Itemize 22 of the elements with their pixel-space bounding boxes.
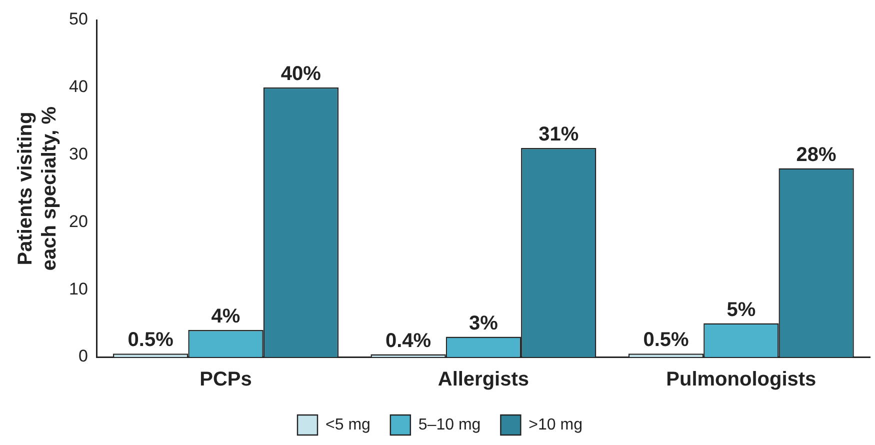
legend-label: <5 mg (326, 416, 370, 434)
data-label: 40% (280, 62, 322, 85)
x-tick-label: PCPs (200, 368, 252, 391)
data-label: 4% (211, 306, 240, 328)
y-tick-label: 50 (68, 10, 88, 29)
data-label: 0.4% (385, 330, 432, 352)
x-tick-label: Pulmonologists (666, 368, 816, 391)
y-tick-label: 40 (68, 77, 88, 96)
data-label: 5% (726, 298, 756, 321)
data-label: 0.5% (643, 329, 689, 352)
data-label: 3% (469, 312, 498, 334)
data-label: 31% (538, 124, 579, 146)
legend-label: >10 mg (528, 416, 582, 434)
x-tick-label: Allergists (438, 368, 530, 391)
y-tick-label: 10 (68, 279, 88, 298)
y-tick-label: 0 (78, 346, 88, 366)
y-axis-title: Patients visiting each specialty, % (14, 106, 61, 271)
data-label: 0.5% (128, 329, 174, 352)
y-tick-label: 30 (68, 144, 88, 164)
legend-label: 5–10 mg (418, 416, 481, 434)
y-tick-label: 20 (68, 212, 88, 231)
data-label: 28% (796, 144, 837, 166)
